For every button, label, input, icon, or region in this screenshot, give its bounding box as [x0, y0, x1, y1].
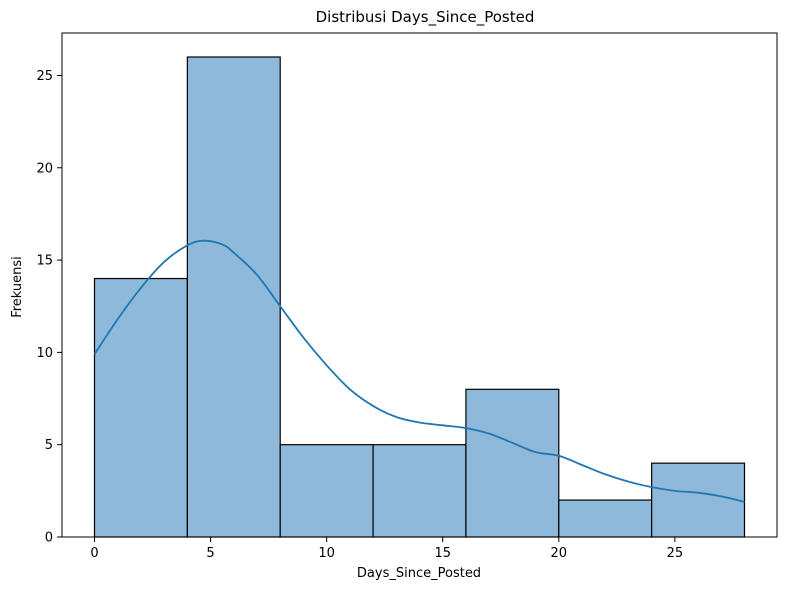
plot-frame	[61, 32, 778, 538]
bars-group	[93, 56, 746, 538]
y-tick-label: 5	[45, 438, 53, 453]
histogram-bar-0	[93, 277, 188, 538]
y-tick-label: 10	[36, 346, 53, 361]
x-tick-label: 10	[318, 546, 335, 561]
chart-title: Distribusi Days_Since_Posted	[316, 8, 535, 27]
x-tick-label: 5	[206, 546, 214, 561]
kde-line	[93, 239, 745, 503]
y-axis-label: Frekuensi	[10, 256, 25, 318]
histogram-bar-5	[558, 499, 653, 538]
histogram-bar-2	[279, 444, 374, 538]
histogram-bar-4	[465, 388, 560, 538]
x-tick-label: 15	[434, 546, 451, 561]
x-axis: 0 5 10 15 20 25	[90, 537, 683, 561]
x-axis-label: Days_Since_Posted	[357, 566, 481, 581]
y-tick-label: 20	[36, 161, 53, 176]
y-axis: 0 5 10 15 20 25	[36, 69, 62, 546]
y-tick-label: 0	[45, 531, 53, 546]
histogram-bar-6	[651, 462, 746, 538]
x-tick-label: 20	[551, 546, 568, 561]
y-tick-label: 15	[36, 254, 53, 269]
x-tick-label: 0	[90, 546, 98, 561]
histogram-bar-3	[372, 444, 467, 538]
y-tick-label: 25	[36, 69, 53, 84]
x-tick-label: 25	[667, 546, 684, 561]
histogram-bar-1	[186, 56, 281, 538]
